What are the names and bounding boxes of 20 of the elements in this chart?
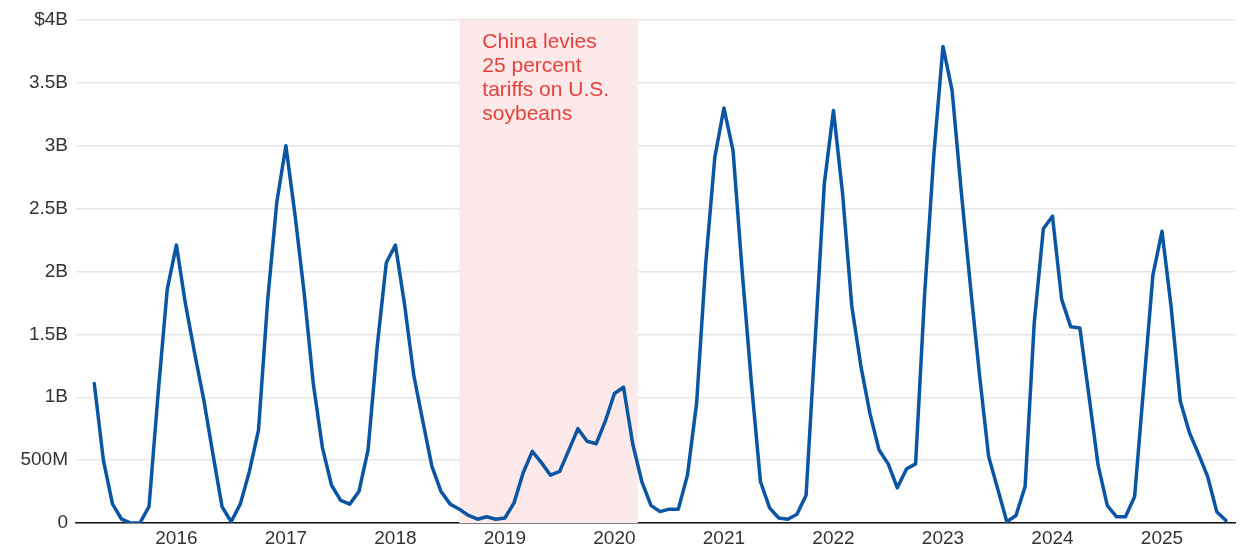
y-tick-label: 0	[57, 511, 68, 533]
x-tick-label: 2023	[921, 526, 965, 548]
x-tick-label: 2017	[264, 526, 308, 548]
y-tick-label: 2.5B	[28, 196, 68, 218]
x-tick-label: 2019	[483, 526, 527, 548]
y-tick-label: 2B	[44, 259, 68, 281]
y-tick-label: 500M	[20, 448, 68, 470]
x-tick-label: 2022	[812, 526, 855, 548]
x-tick-label: 2024	[1031, 526, 1075, 548]
y-tick-label: 1B	[44, 385, 68, 407]
y-tick-label: $4B	[34, 8, 68, 30]
y-tick-label: 3.5B	[28, 71, 68, 93]
x-tick-label: 2021	[702, 526, 746, 548]
y-tick-label: 1.5B	[28, 322, 68, 344]
band-label: China levies 25 percent tariffs on U.S. soybeans	[482, 29, 610, 125]
x-tick-label: 2016	[155, 526, 198, 548]
x-tick-label: 2020	[593, 526, 636, 548]
x-tick-label: 2025	[1140, 526, 1184, 548]
x-tick-label: 2018	[374, 526, 417, 548]
y-tick-label: 3B	[44, 133, 68, 155]
